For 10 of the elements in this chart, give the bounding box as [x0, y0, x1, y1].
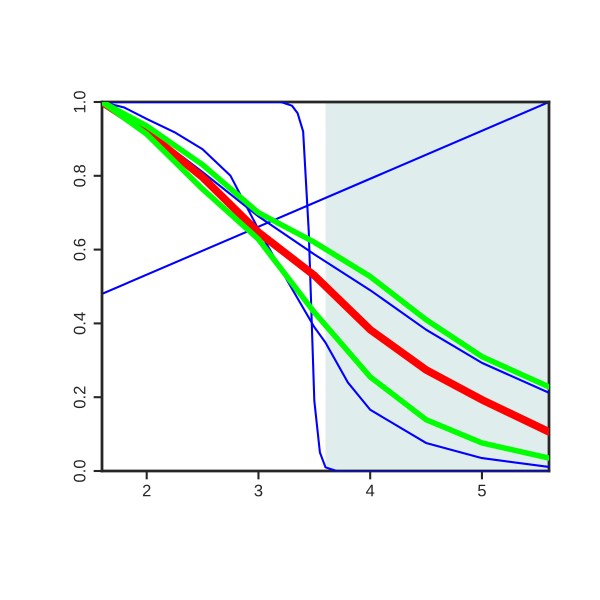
x-tick-label: 4	[366, 484, 374, 496]
y-tick-label: 1.0	[74, 91, 86, 112]
y-tick-label: 0.4	[74, 312, 86, 334]
x-tick-label: 5	[478, 484, 486, 496]
y-tick-label: 0.8	[74, 164, 86, 187]
x-tick-label: 3	[254, 484, 262, 496]
y-tick-label: 0.0	[74, 460, 86, 482]
y-tick-label: 0.2	[74, 386, 86, 408]
y-tick-label: 0.6	[74, 238, 86, 261]
x-tick-label: 2	[142, 484, 150, 496]
